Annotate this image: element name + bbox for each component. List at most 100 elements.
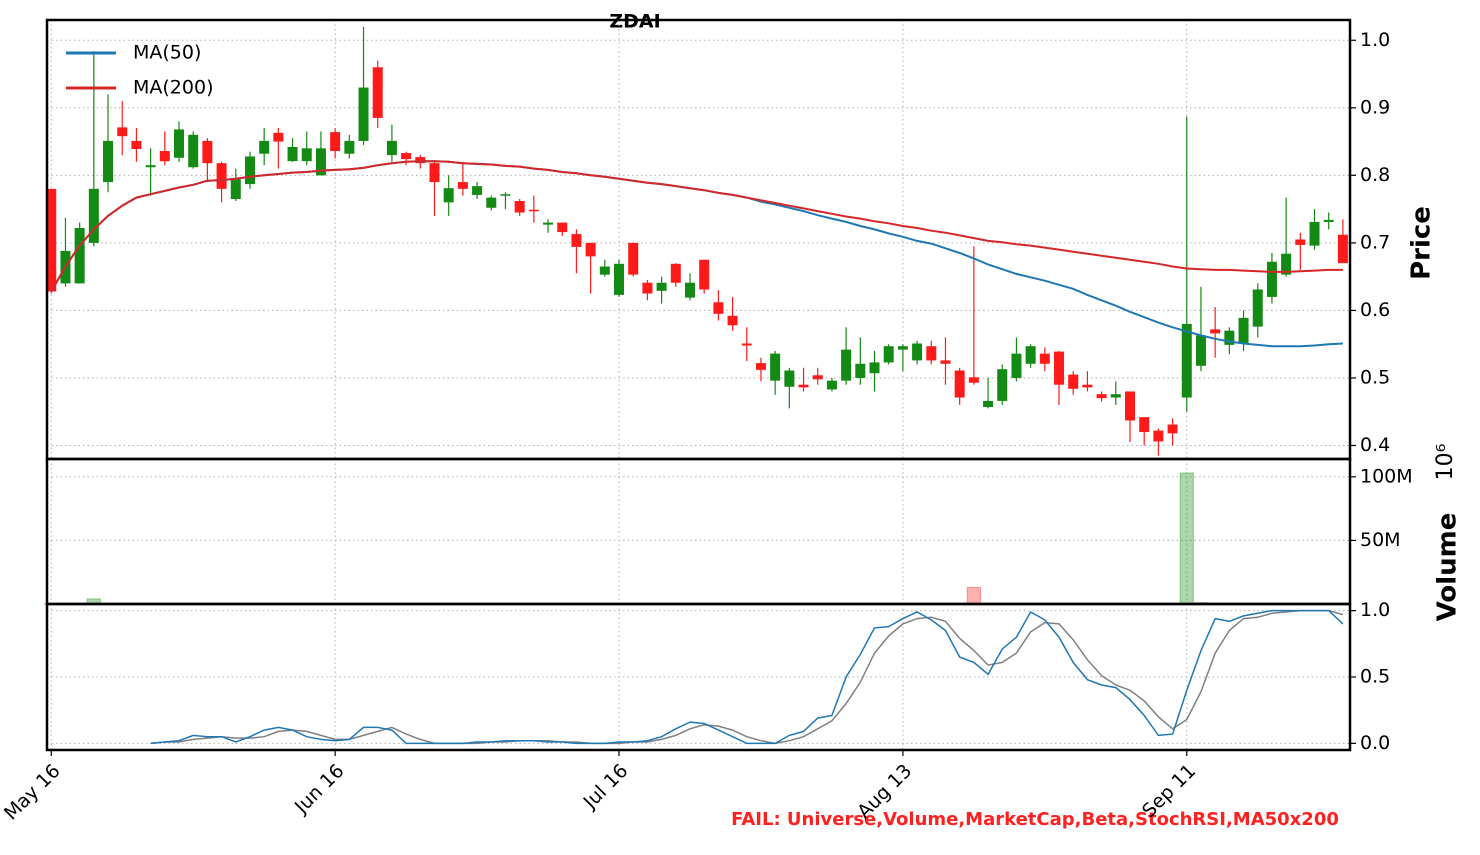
- candle-body: [429, 163, 440, 183]
- candle-body: [1124, 391, 1135, 421]
- candle-body: [1139, 417, 1150, 432]
- candle-body: [486, 197, 497, 208]
- candle-body: [599, 266, 610, 275]
- x-tick-label: May 16: [0, 760, 65, 825]
- candle-body: [230, 178, 241, 199]
- y-tick-label: 0.9: [1360, 96, 1390, 118]
- candle-body: [571, 234, 582, 247]
- legend-label: MA(200): [133, 77, 213, 99]
- candle-body: [1266, 261, 1277, 297]
- candle-body: [244, 156, 255, 185]
- candle-body: [543, 222, 554, 225]
- x-tick-label: Jun 16: [290, 760, 349, 819]
- y-tick-label: 0.4: [1360, 434, 1390, 456]
- y-tick-label: 0.7: [1360, 231, 1390, 253]
- candle-body: [798, 384, 809, 388]
- candle-body: [883, 346, 894, 363]
- y-tick-label: 50M: [1360, 529, 1401, 551]
- candle-body: [88, 188, 99, 243]
- candle-body: [344, 140, 355, 154]
- candle-body: [1252, 289, 1263, 327]
- candle-body: [784, 370, 795, 387]
- candle-body: [188, 134, 199, 168]
- candle-body: [46, 188, 57, 292]
- candle-body: [897, 346, 908, 350]
- candle-body: [926, 346, 937, 361]
- volume-offset-label: 10⁶: [1433, 443, 1458, 480]
- candle-body: [273, 132, 284, 142]
- candle-body: [259, 140, 270, 154]
- price-axis-label: Price: [1407, 206, 1437, 280]
- candle-body: [557, 222, 568, 233]
- y-tick-label: 1.0: [1360, 29, 1390, 51]
- candle-body: [727, 315, 738, 326]
- panel-frame: [45, 457, 1352, 606]
- candle-body: [628, 242, 639, 275]
- candle-body: [1167, 424, 1178, 434]
- candle-body: [401, 153, 412, 160]
- x-tick-label: Jul 16: [579, 760, 633, 814]
- candle-body: [415, 157, 426, 164]
- candle-body: [713, 302, 724, 314]
- candle-body: [386, 140, 397, 156]
- legend-label: MA(50): [133, 42, 201, 64]
- candle-body: [954, 370, 965, 398]
- candle-body: [528, 209, 539, 212]
- candle-body: [1238, 317, 1249, 344]
- candle-body: [855, 363, 866, 378]
- candle-body: [117, 127, 128, 137]
- candle-body: [1210, 329, 1221, 334]
- candle-body: [500, 194, 511, 196]
- candle-body: [216, 163, 227, 189]
- candle-body: [1025, 346, 1036, 364]
- line-series: [150, 609, 1344, 745]
- candle-body: [1153, 430, 1164, 442]
- candle-body: [997, 369, 1008, 401]
- y-tick-label: 100M: [1360, 465, 1413, 487]
- candle-body: [656, 282, 667, 291]
- candle-body: [1295, 239, 1306, 245]
- chart-title: ZDAI: [609, 11, 660, 33]
- candle-body: [1039, 353, 1050, 364]
- candle-body: [826, 380, 837, 390]
- candle-body: [315, 148, 326, 176]
- candle-body: [159, 151, 170, 162]
- candle-body: [301, 148, 312, 162]
- y-tick-label: 0.5: [1360, 366, 1390, 388]
- candle-body: [841, 349, 852, 381]
- y-tick-label: 0.5: [1360, 666, 1390, 688]
- candle-body: [1054, 351, 1065, 385]
- volume-axis-label: Volume: [1433, 513, 1463, 622]
- candle-body: [1195, 335, 1206, 366]
- candle-body: [174, 129, 185, 158]
- y-tick-label: 0.0: [1360, 732, 1390, 754]
- candle-body: [1181, 323, 1192, 398]
- annotation: FAIL: Universe,Volume,MarketCap,Beta,Sto…: [731, 809, 1339, 830]
- candle-body: [770, 353, 781, 381]
- candle-body: [912, 343, 923, 361]
- candle-body: [74, 228, 85, 284]
- candle-body: [741, 343, 752, 346]
- candle-body: [1096, 394, 1107, 399]
- candle-body: [968, 377, 979, 383]
- candle-body: [457, 182, 468, 189]
- candle-body: [1281, 253, 1292, 275]
- candle-body: [1309, 221, 1320, 246]
- candle-body: [1068, 374, 1079, 389]
- y-tick-label: 0.6: [1360, 299, 1390, 321]
- candle-body: [1011, 353, 1022, 378]
- y-tick-label: 1.0: [1360, 599, 1390, 621]
- candle-body: [812, 375, 823, 380]
- candle-body: [755, 363, 766, 370]
- candle-body: [1337, 234, 1348, 264]
- candle-body: [869, 362, 880, 374]
- candle-body: [983, 400, 994, 407]
- candle-body: [330, 132, 341, 152]
- candle-body: [202, 140, 213, 164]
- panel-frame: [45, 602, 1352, 752]
- volume-bar: [1179, 472, 1194, 605]
- y-tick-label: 0.8: [1360, 164, 1390, 186]
- candle-body: [514, 201, 525, 213]
- candle-body: [287, 146, 298, 162]
